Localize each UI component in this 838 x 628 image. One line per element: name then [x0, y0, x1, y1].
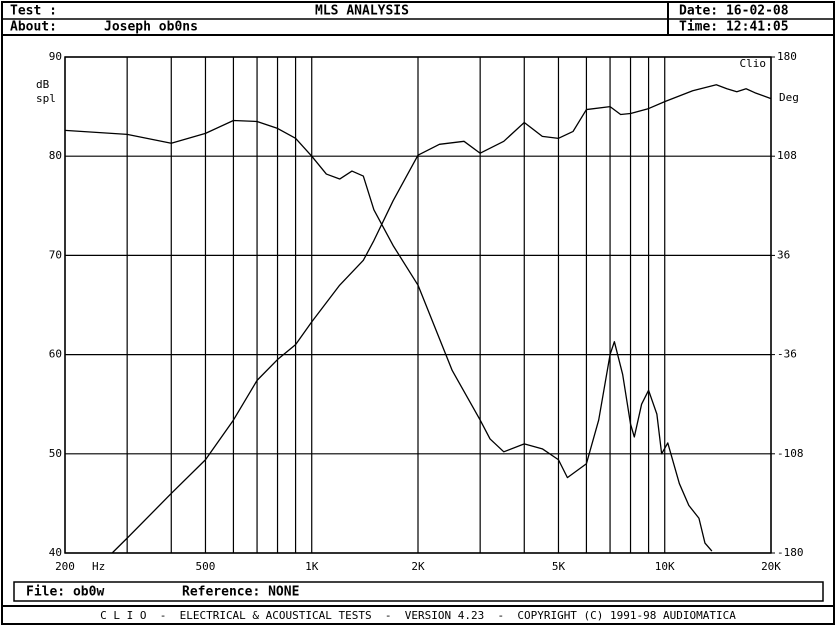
file-name: File: ob0w — [26, 585, 104, 600]
window-title: MLS ANALYSIS — [315, 4, 409, 19]
y2-axis-label: Deg — [779, 91, 799, 104]
response-curve — [111, 84, 772, 554]
y2-tick-label: -108 — [777, 447, 804, 460]
about-text: Joseph ob0ns — [104, 20, 198, 35]
time: Time: 12:41:05 — [679, 20, 789, 35]
y2-tick-label: -180 — [777, 546, 804, 559]
x-tick-label: 10K — [655, 560, 675, 573]
y-axis-label: dB — [36, 78, 50, 91]
y-axis-label: spl — [36, 92, 56, 105]
response-curve — [64, 119, 713, 552]
y2-tick-label: -36 — [777, 348, 797, 361]
x-tick-label: 20K — [761, 560, 781, 573]
test-label: Test : — [10, 4, 57, 19]
date: Date: 16-02-08 — [679, 4, 789, 19]
about-label: About: — [10, 20, 57, 35]
x-tick-label: 200 — [55, 560, 75, 573]
x-tick-label: 5K — [552, 560, 566, 573]
plot: 40 50 60 70 80 90 180 108 36 -36 -108 -180 200 500 1K 2… — [36, 50, 804, 573]
x-tick-label: 1K — [305, 560, 319, 573]
y-tick-label: 60 — [49, 348, 62, 361]
footer-text: C L I O - ELECTRICAL & ACOUSTICAL TESTS … — [100, 609, 736, 622]
y-tick-label: 80 — [49, 149, 62, 162]
x-tick-label: 2K — [411, 560, 425, 573]
y-tick-label: 70 — [49, 248, 62, 261]
x-tick-label: 500 — [196, 560, 216, 573]
file-box — [13, 581, 824, 602]
brand-label: Clio — [740, 57, 767, 70]
y-tick-label: 90 — [49, 50, 62, 63]
y-tick-label: 50 — [49, 447, 62, 460]
y2-tick-label: 180 — [777, 50, 797, 63]
y-tick-label: 40 — [49, 546, 62, 559]
y2-tick-label: 36 — [777, 248, 790, 261]
y2-tick-label: 108 — [777, 149, 797, 162]
x-unit: Hz — [92, 560, 105, 573]
reference: Reference: NONE — [182, 585, 299, 600]
